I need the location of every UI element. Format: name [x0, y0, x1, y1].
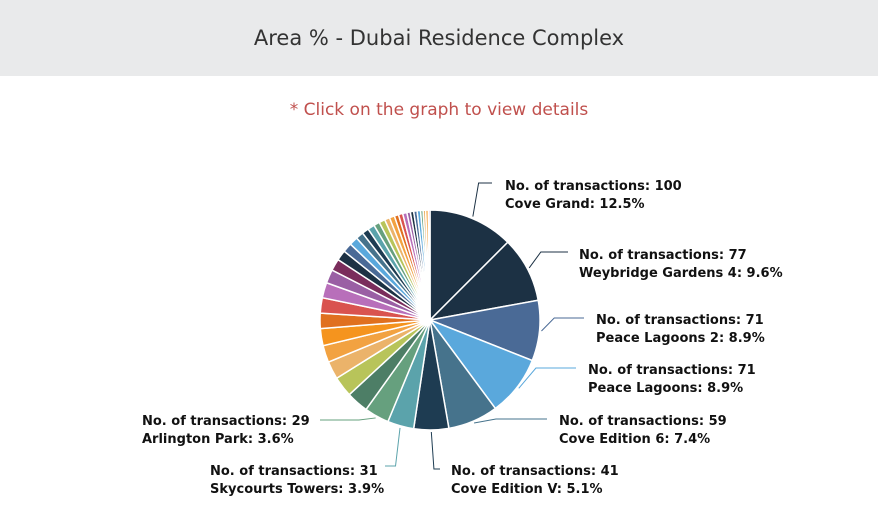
data-label-name: Skycourts Towers: 3.9% — [210, 482, 384, 497]
data-label-count: No. of transactions: 71 — [596, 313, 764, 328]
header-bar: Area % - Dubai Residence Complex — [0, 0, 878, 76]
data-label-count: No. of transactions: 100 — [505, 179, 682, 194]
pie-slice-cove-grand[interactable] — [429, 209, 509, 322]
data-label-name: Cove Grand: 12.5% — [505, 197, 645, 212]
data-label-count: No. of transactions: 77 — [579, 248, 747, 263]
data-label-count: No. of transactions: 29 — [142, 414, 310, 429]
leader-line — [541, 317, 584, 332]
page-title: Area % - Dubai Residence Complex — [253, 26, 625, 50]
leader-line — [430, 431, 440, 470]
data-label-count: No. of transactions: 41 — [451, 464, 619, 479]
leader-line — [320, 417, 376, 421]
leader-line — [528, 251, 568, 269]
pie-slice-other[interactable] — [427, 209, 431, 321]
leader-line — [473, 418, 547, 424]
leader-line — [385, 427, 401, 467]
data-label-count: No. of transactions: 71 — [588, 363, 756, 378]
data-label-count: No. of transactions: 31 — [210, 464, 378, 479]
data-label-name: Arlington Park: 3.6% — [142, 432, 294, 447]
data-label-name: Peace Lagoons: 8.9% — [588, 381, 743, 396]
data-label-name: Weybridge Gardens 4: 9.6% — [579, 266, 783, 281]
data-label-name: Cove Edition 6: 7.4% — [559, 432, 710, 447]
data-label-name: Cove Edition V: 5.1% — [451, 482, 603, 497]
data-label-count: No. of transactions: 59 — [559, 414, 727, 429]
data-label-name: Peace Lagoons 2: 8.9% — [596, 331, 765, 346]
click-hint: * Click on the graph to view details — [289, 100, 589, 120]
leader-line — [518, 367, 576, 389]
leader-line — [472, 182, 492, 217]
